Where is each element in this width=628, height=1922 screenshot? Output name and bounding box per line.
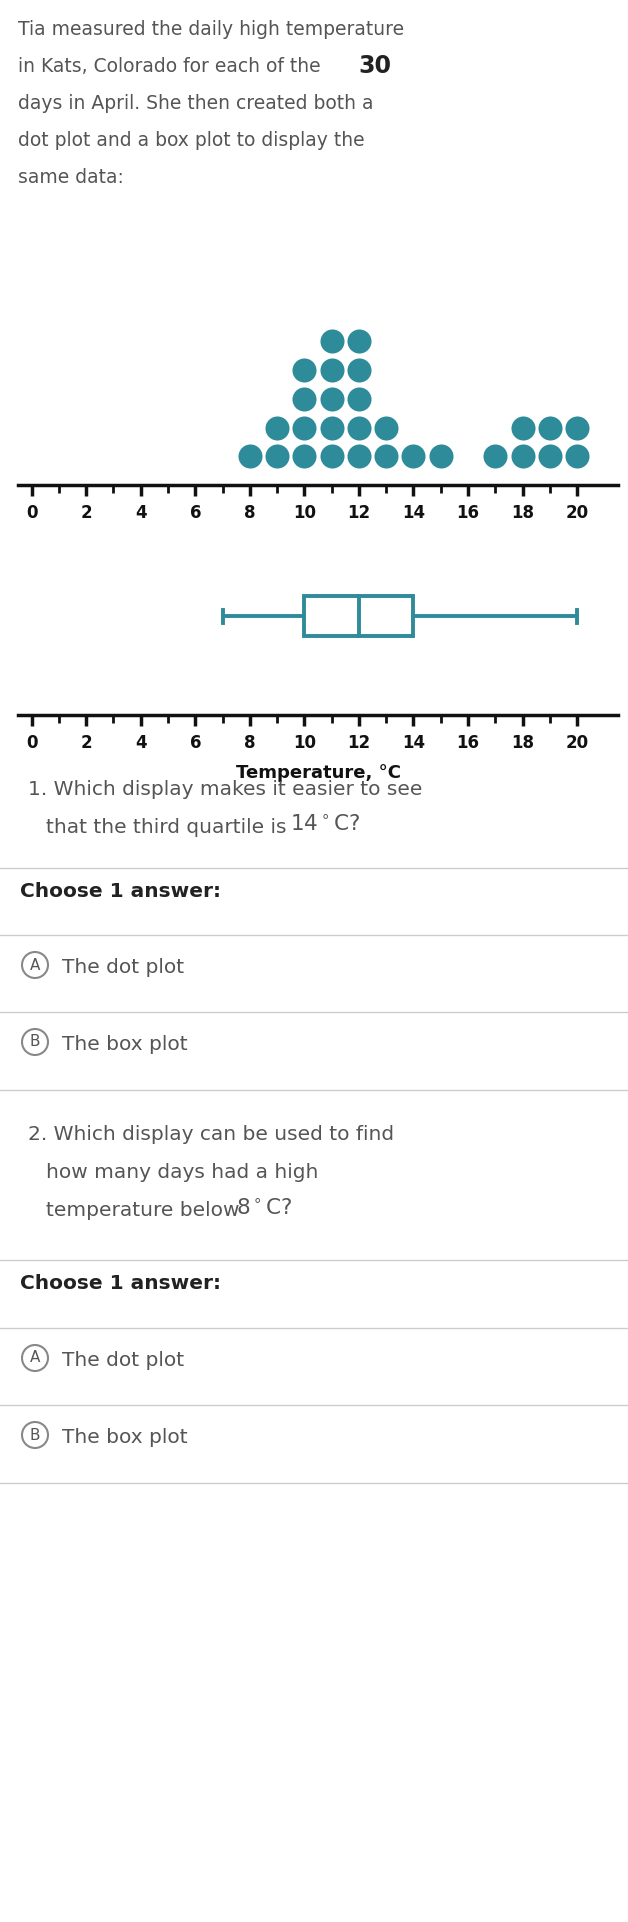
- X-axis label: Temperature, °C: Temperature, °C: [236, 763, 401, 782]
- Point: [517, 440, 528, 471]
- Text: temperature below: temperature below: [46, 1201, 246, 1220]
- Point: [300, 356, 310, 386]
- Text: Choose 1 answer:: Choose 1 answer:: [20, 1274, 221, 1294]
- Point: [300, 440, 310, 471]
- Point: [300, 411, 310, 442]
- Text: $8^\circ$C?: $8^\circ$C?: [236, 1199, 293, 1219]
- X-axis label: Temperature, °C: Temperature, °C: [236, 534, 401, 552]
- Text: A: A: [30, 1351, 40, 1365]
- Text: $14^\circ$C?: $14^\circ$C?: [290, 815, 360, 834]
- Text: dot plot and a box plot to display the: dot plot and a box plot to display the: [18, 131, 365, 150]
- Text: 2. Which display can be used to find: 2. Which display can be used to find: [28, 1124, 394, 1144]
- Point: [327, 411, 337, 442]
- Text: same data:: same data:: [18, 167, 124, 186]
- Point: [327, 382, 337, 413]
- Text: The dot plot: The dot plot: [62, 957, 184, 976]
- Text: A: A: [30, 957, 40, 973]
- Text: in Kats, Colorado for each of the: in Kats, Colorado for each of the: [18, 58, 327, 77]
- Point: [354, 411, 364, 442]
- Text: 30: 30: [358, 54, 391, 79]
- Point: [381, 440, 391, 471]
- Point: [517, 411, 528, 442]
- Point: [327, 440, 337, 471]
- Point: [354, 440, 364, 471]
- Point: [354, 356, 364, 386]
- Point: [436, 440, 446, 471]
- Point: [245, 440, 255, 471]
- Text: days in April. She then created both a: days in April. She then created both a: [18, 94, 374, 113]
- Point: [300, 382, 310, 413]
- Text: The box plot: The box plot: [62, 1036, 188, 1053]
- Point: [408, 440, 418, 471]
- Point: [327, 327, 337, 357]
- Text: 1. Which display makes it easier to see: 1. Which display makes it easier to see: [28, 780, 423, 800]
- Text: that the third quartile is: that the third quartile is: [46, 819, 293, 836]
- Point: [354, 327, 364, 357]
- Point: [545, 411, 555, 442]
- Text: The box plot: The box plot: [62, 1428, 188, 1447]
- Text: B: B: [30, 1034, 40, 1049]
- Text: B: B: [30, 1428, 40, 1443]
- Point: [272, 411, 282, 442]
- Point: [327, 356, 337, 386]
- Text: The dot plot: The dot plot: [62, 1351, 184, 1370]
- Point: [381, 411, 391, 442]
- Point: [572, 440, 582, 471]
- Point: [272, 440, 282, 471]
- Text: Tia measured the daily high temperature: Tia measured the daily high temperature: [18, 19, 404, 38]
- Point: [572, 411, 582, 442]
- Bar: [305, 596, 413, 636]
- Text: Choose 1 answer:: Choose 1 answer:: [20, 882, 221, 901]
- Point: [354, 382, 364, 413]
- Point: [490, 440, 501, 471]
- Text: how many days had a high: how many days had a high: [46, 1163, 318, 1182]
- Point: [545, 440, 555, 471]
